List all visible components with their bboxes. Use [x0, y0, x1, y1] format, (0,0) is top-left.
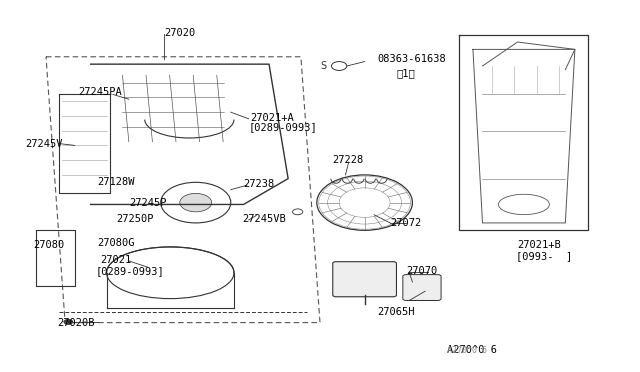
Text: 27021+A: 27021+A	[250, 113, 294, 123]
Text: 27070: 27070	[406, 266, 437, 276]
Text: A270^0 6: A270^0 6	[447, 346, 488, 355]
Text: 27080G: 27080G	[97, 238, 134, 248]
Text: 27128W: 27128W	[97, 177, 134, 187]
Text: （1）: （1）	[396, 68, 415, 78]
Text: A270^0 6: A270^0 6	[447, 345, 497, 355]
Text: 27245PA: 27245PA	[78, 87, 122, 97]
Text: 27245VB: 27245VB	[243, 214, 286, 224]
Text: 27238: 27238	[244, 179, 275, 189]
Text: 27065H: 27065H	[378, 307, 415, 317]
Text: 27021+B: 27021+B	[518, 240, 561, 250]
Text: 27228: 27228	[333, 155, 364, 165]
Text: 27250P: 27250P	[116, 214, 154, 224]
Circle shape	[64, 319, 73, 324]
Text: [0289-0993]: [0289-0993]	[248, 122, 317, 132]
Text: 27245V: 27245V	[26, 138, 63, 148]
Text: 27021: 27021	[100, 255, 131, 265]
Text: S: S	[320, 61, 326, 71]
Text: 08363-61638: 08363-61638	[378, 54, 446, 64]
Circle shape	[180, 193, 212, 212]
Text: 27020: 27020	[164, 28, 195, 38]
Text: 27020B: 27020B	[58, 318, 95, 328]
Text: 27080: 27080	[33, 240, 65, 250]
Text: 27245P: 27245P	[129, 198, 166, 208]
FancyBboxPatch shape	[333, 262, 396, 297]
FancyBboxPatch shape	[403, 275, 441, 301]
Text: [0993-  ]: [0993- ]	[516, 251, 573, 261]
Text: 27072: 27072	[390, 218, 421, 228]
Text: [0289-0993]: [0289-0993]	[96, 266, 164, 276]
